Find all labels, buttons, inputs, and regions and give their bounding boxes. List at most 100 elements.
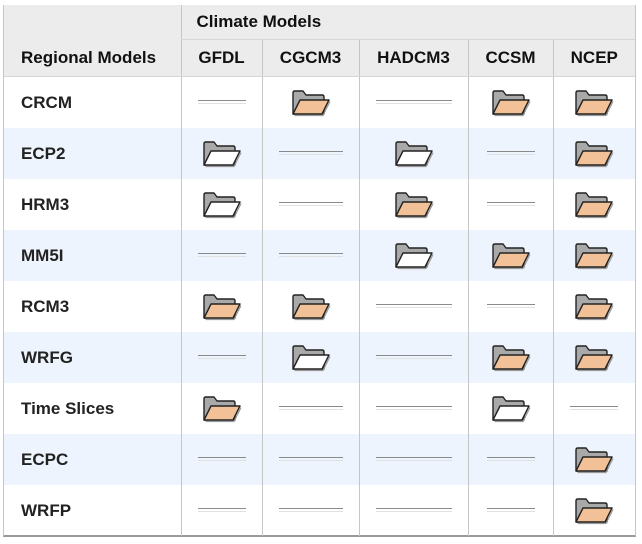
matrix-cell [180,230,262,281]
matrix-cell[interactable] [261,76,359,128]
no-data-dash [375,508,452,513]
folder-open-orange-icon[interactable] [574,446,614,474]
matrix-cell[interactable] [552,281,636,332]
table-row: MM5I [4,230,636,281]
folder-open-white-icon[interactable] [291,344,331,372]
folder-open-orange-icon[interactable] [291,89,331,117]
matrix-cell[interactable] [358,230,468,281]
no-data-dash [486,457,535,462]
folder-open-orange-icon[interactable] [202,293,242,321]
folder-open-orange-icon[interactable] [574,140,614,168]
matrix-cell[interactable] [358,179,468,230]
no-data-dash [375,100,452,105]
row-label: WRFP [21,500,72,520]
row-label: RCM3 [21,296,70,316]
matrix-cell[interactable] [467,76,553,128]
folder-open-orange-icon[interactable] [574,89,614,117]
matrix-cell [358,281,468,332]
folder-open-white-icon[interactable] [491,395,531,423]
folder-open-orange-icon[interactable] [202,395,242,423]
matrix-cell[interactable] [180,179,262,230]
matrix-cell [358,434,468,485]
folder-open-white-icon[interactable] [394,242,434,270]
matrix-cell[interactable] [552,230,636,281]
table-row: HRM3 [4,179,636,230]
no-data-dash [375,457,452,462]
matrix-cell [180,485,262,536]
matrix-cell [467,281,553,332]
no-data-dash [570,406,619,411]
table-row: Time Slices [4,383,636,434]
model-matrix-table: Regional Models Climate Models GFDL CGCM… [4,5,636,536]
folder-open-orange-icon[interactable] [574,242,614,270]
folder-open-white-icon[interactable] [394,140,434,168]
matrix-cell [261,434,359,485]
folder-open-orange-icon[interactable] [394,191,434,219]
no-data-dash [375,304,452,309]
table-row: WRFG [4,332,636,383]
folder-open-orange-icon[interactable] [491,242,531,270]
matrix-cell[interactable] [467,332,553,383]
matrix-cell [358,485,468,536]
matrix-cell[interactable] [467,383,553,434]
no-data-dash [486,508,535,513]
no-data-dash [278,151,343,156]
matrix-cell[interactable] [552,76,636,128]
matrix-cell[interactable] [261,281,359,332]
matrix-cell [180,332,262,383]
group-header: Climate Models [180,5,636,40]
row-label: CRCM [21,92,72,112]
matrix-cell [467,128,553,179]
matrix-cell[interactable] [180,128,262,179]
matrix-cell[interactable] [180,383,262,434]
table-row: ECP2 [4,128,636,179]
no-data-dash [278,406,343,411]
no-data-dash [278,253,343,258]
folder-open-white-icon[interactable] [202,191,242,219]
matrix-cell[interactable] [180,281,262,332]
folder-open-orange-icon[interactable] [574,293,614,321]
no-data-dash [197,100,246,105]
column-header-hadcm3: HADCM3 [358,39,468,77]
folder-open-orange-icon[interactable] [491,89,531,117]
folder-open-orange-icon[interactable] [491,344,531,372]
no-data-dash [375,406,452,411]
row-header-label: Regional Models [21,48,157,67]
matrix-cell[interactable] [552,485,636,536]
folder-open-orange-icon[interactable] [574,344,614,372]
no-data-dash [486,202,535,207]
no-data-dash [375,355,452,360]
matrix-cell [261,230,359,281]
row-label: ECP2 [4,128,181,179]
matrix-cell[interactable] [467,230,553,281]
matrix-cell [467,485,553,536]
no-data-dash [486,151,535,156]
matrix-cell[interactable] [552,332,636,383]
matrix-cell [261,179,359,230]
matrix-cell[interactable] [261,332,359,383]
matrix-cell[interactable] [552,179,636,230]
no-data-dash [197,457,246,462]
matrix-cell [358,332,468,383]
column-header-ncep: NCEP [552,39,636,77]
no-data-dash [197,355,246,360]
folder-open-orange-icon[interactable] [574,191,614,219]
column-header-gfdl: GFDL [180,39,262,77]
matrix-cell[interactable] [358,128,468,179]
folder-open-orange-icon[interactable] [291,293,331,321]
matrix-cell[interactable] [552,434,636,485]
no-data-dash [486,304,535,309]
matrix-cell [467,434,553,485]
column-header-cgcm3: CGCM3 [261,39,359,77]
model-matrix-container: Regional Models Climate Models GFDL CGCM… [3,5,636,537]
matrix-cell [261,383,359,434]
no-data-dash [278,508,343,513]
row-label: WRFG [4,332,181,383]
matrix-cell [180,434,262,485]
matrix-cell[interactable] [552,128,636,179]
row-label: HRM3 [21,194,70,214]
matrix-cell [358,383,468,434]
matrix-cell [180,76,262,128]
folder-open-orange-icon[interactable] [574,497,614,525]
folder-open-white-icon[interactable] [202,140,242,168]
